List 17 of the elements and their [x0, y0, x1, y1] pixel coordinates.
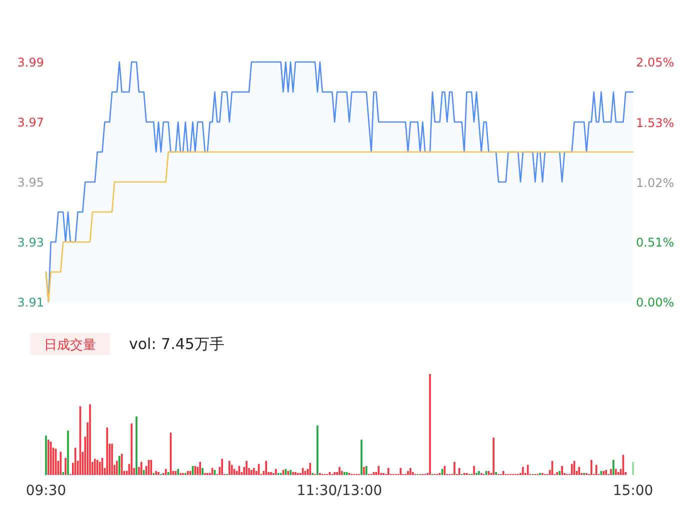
chart-subtitle: vol: 7.45万手	[129, 335, 224, 353]
x-tick-label: 11:30/13:00	[296, 483, 382, 499]
y2-tick-label: 0.51%	[636, 236, 674, 250]
line-series	[45, 151, 634, 303]
y2-tick-label: 0.00%	[636, 295, 674, 310]
y-tick-label: 3.91	[17, 295, 44, 310]
y2-tick-label: 2.05%	[636, 55, 674, 70]
x-tick-label: 09:30	[26, 483, 66, 499]
y-tick-label: 3.99	[17, 55, 44, 70]
chart-title: 日成交量	[44, 337, 96, 353]
y-tick-label: 3.95	[17, 175, 44, 190]
y-tick-label: 3.97	[17, 115, 44, 130]
y-tick-label: 3.93	[17, 235, 44, 250]
x-tick-label: 15:00	[612, 483, 654, 499]
y2-tick-label: 1.53%	[636, 116, 674, 130]
y2-tick-label: 1.02%	[636, 176, 674, 190]
title: 日成交量	[30, 333, 110, 355]
